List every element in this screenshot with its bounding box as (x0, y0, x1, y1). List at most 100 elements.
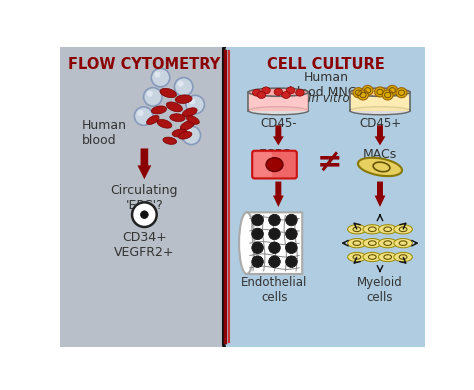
FancyArrow shape (137, 149, 151, 179)
Text: In vitro: In vitro (308, 92, 350, 105)
Ellipse shape (253, 89, 261, 96)
Text: ≠: ≠ (317, 148, 342, 177)
Ellipse shape (186, 116, 200, 124)
Ellipse shape (262, 87, 270, 94)
Circle shape (186, 95, 204, 114)
Text: Endothelial
cells: Endothelial cells (241, 276, 308, 304)
Ellipse shape (296, 89, 304, 96)
Ellipse shape (378, 225, 397, 234)
Circle shape (137, 110, 144, 116)
Ellipse shape (151, 106, 166, 114)
Ellipse shape (358, 158, 402, 176)
Circle shape (286, 228, 297, 240)
Circle shape (134, 107, 153, 125)
Circle shape (252, 214, 264, 226)
Ellipse shape (274, 89, 283, 96)
Circle shape (132, 202, 157, 227)
Ellipse shape (248, 107, 309, 115)
Ellipse shape (286, 87, 295, 94)
Circle shape (146, 91, 153, 97)
Text: Human
blood MNCs: Human blood MNCs (289, 71, 363, 99)
Ellipse shape (387, 85, 398, 96)
Ellipse shape (257, 92, 265, 98)
Text: Circulating
'EPC'?: Circulating 'EPC'? (110, 184, 178, 212)
Circle shape (151, 68, 170, 87)
Ellipse shape (378, 239, 397, 248)
Circle shape (182, 126, 201, 145)
Ellipse shape (350, 88, 410, 96)
Ellipse shape (347, 252, 366, 262)
Circle shape (252, 228, 264, 240)
Ellipse shape (163, 137, 177, 144)
Ellipse shape (282, 92, 290, 98)
FancyArrow shape (273, 125, 284, 145)
Ellipse shape (266, 158, 283, 172)
FancyBboxPatch shape (248, 92, 309, 111)
Ellipse shape (160, 89, 176, 98)
Ellipse shape (353, 88, 364, 98)
Circle shape (269, 256, 280, 268)
FancyArrow shape (374, 125, 385, 145)
Ellipse shape (170, 114, 185, 122)
FancyBboxPatch shape (57, 44, 231, 350)
Ellipse shape (378, 252, 397, 262)
Circle shape (174, 78, 193, 96)
Text: CD34+
VEGFR2+: CD34+ VEGFR2+ (114, 231, 174, 259)
Ellipse shape (363, 225, 382, 234)
Text: FLOW CYTOMETRY: FLOW CYTOMETRY (68, 57, 220, 72)
Ellipse shape (362, 85, 373, 96)
Circle shape (252, 242, 264, 254)
FancyBboxPatch shape (247, 212, 302, 274)
Ellipse shape (394, 252, 412, 262)
Text: CD45+: CD45+ (359, 117, 401, 130)
Ellipse shape (363, 252, 382, 262)
Circle shape (252, 256, 264, 268)
Ellipse shape (394, 225, 412, 234)
Text: CD45-: CD45- (260, 117, 297, 130)
FancyArrow shape (374, 182, 385, 207)
Ellipse shape (350, 107, 410, 115)
Ellipse shape (396, 88, 407, 98)
Circle shape (286, 214, 297, 226)
Ellipse shape (374, 87, 385, 97)
Circle shape (177, 81, 183, 87)
Ellipse shape (146, 115, 159, 124)
FancyBboxPatch shape (351, 92, 409, 111)
Ellipse shape (157, 119, 172, 128)
Circle shape (140, 211, 148, 218)
FancyBboxPatch shape (254, 152, 272, 177)
Text: Myeloid
cells: Myeloid cells (357, 276, 403, 304)
Text: Human
blood: Human blood (82, 119, 127, 147)
FancyBboxPatch shape (252, 151, 297, 179)
Ellipse shape (394, 239, 412, 248)
Ellipse shape (175, 95, 192, 103)
Ellipse shape (383, 90, 393, 100)
FancyBboxPatch shape (224, 44, 428, 350)
Ellipse shape (166, 102, 182, 112)
Ellipse shape (248, 88, 309, 96)
Ellipse shape (358, 90, 368, 100)
Circle shape (269, 214, 280, 226)
Text: MACs: MACs (363, 149, 397, 161)
Ellipse shape (239, 212, 255, 274)
Ellipse shape (172, 129, 187, 137)
Circle shape (185, 129, 191, 135)
Text: CELL CULTURE: CELL CULTURE (267, 57, 385, 72)
FancyArrow shape (273, 182, 284, 207)
Circle shape (269, 228, 280, 240)
Circle shape (286, 242, 297, 254)
Ellipse shape (182, 108, 197, 117)
Circle shape (155, 71, 161, 78)
Ellipse shape (347, 225, 366, 234)
Circle shape (189, 98, 195, 105)
Circle shape (286, 256, 297, 268)
Ellipse shape (180, 121, 195, 130)
Ellipse shape (347, 239, 366, 248)
Circle shape (144, 88, 162, 106)
FancyBboxPatch shape (249, 92, 308, 111)
Circle shape (269, 242, 280, 254)
Text: ECFCs: ECFCs (259, 149, 298, 161)
Ellipse shape (178, 131, 192, 139)
Ellipse shape (363, 239, 382, 248)
FancyBboxPatch shape (350, 92, 410, 111)
